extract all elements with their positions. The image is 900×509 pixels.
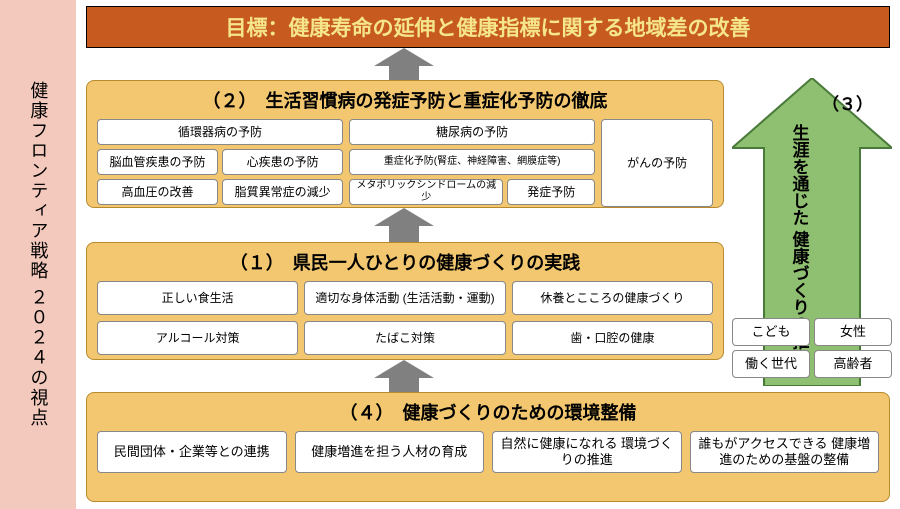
b2-chip: 心疾患の予防 — [222, 149, 343, 175]
b2-chip: 重症化予防(腎症、神経障害、網膜症等) — [349, 149, 595, 175]
b4-chip: 民間団体・企業等との連携 — [97, 431, 287, 473]
b2-chip: メタボリックシンドロームの減少 — [349, 179, 503, 205]
b4-chip: 誰もがアクセスできる 健康増進のための基盤の整備 — [690, 431, 880, 473]
b1-chip: アルコール対策 — [97, 321, 298, 355]
b1-chip: 休養とこころの健康づくり — [512, 281, 713, 315]
sidebar-title: 健康フロンティア戦略 ２０２４の視点 — [24, 81, 53, 428]
b2-col1-header: 循環器病の予防 — [97, 119, 343, 145]
goal-banner: 目標：健康寿命の延伸と健康指標に関する地域差の改善 — [86, 6, 890, 48]
b1-chip: 正しい食生活 — [97, 281, 298, 315]
b2-col3: がんの予防 — [601, 119, 713, 207]
arrow-up-icon — [374, 360, 434, 394]
b2-chip: 発症予防 — [507, 179, 595, 205]
b2-chip: 脳血管疾患の予防 — [97, 149, 218, 175]
target-groups: こども 女性 働く世代 高齢者 — [732, 318, 892, 378]
b4-chip: 自然に健康になれる 環境づくりの推進 — [492, 431, 682, 473]
block-1: （１） 県民一人ひとりの健康づくりの実践 正しい食生活 適切な身体活動 (生活活… — [86, 242, 724, 360]
b2-chip: 脂質異常症の減少 — [222, 179, 343, 205]
b4-chip: 健康増進を担う人材の育成 — [295, 431, 485, 473]
target-chip: 高齢者 — [814, 350, 892, 378]
block-1-title: （１） 県民一人ひとりの健康づくりの実践 — [97, 249, 713, 275]
block-2: （２） 生活習慣病の発症予防と重症化予防の徹底 循環器病の予防 脳血管疾患の予防… — [86, 80, 724, 208]
block-2-title: （２） 生活習慣病の発症予防と重症化予防の徹底 — [97, 87, 713, 113]
target-chip: こども — [732, 318, 810, 346]
arrow-up-icon — [374, 48, 434, 82]
sidebar: 健康フロンティア戦略 ２０２４の視点 — [0, 0, 76, 509]
b2-col2-header: 糖尿病の予防 — [349, 119, 595, 145]
b1-chip: 歯・口腔の健康 — [512, 321, 713, 355]
block-4: （４） 健康づくりのための環境整備 民間団体・企業等との連携 健康増進を担う人材… — [86, 392, 890, 502]
block-4-title: （４） 健康づくりのための環境整備 — [97, 399, 879, 425]
block-3-num: （３） — [822, 90, 873, 115]
b2-chip: 高血圧の改善 — [97, 179, 218, 205]
b1-chip: 適切な身体活動 (生活活動・運動) — [304, 281, 505, 315]
arrow-up-icon — [374, 208, 434, 242]
target-chip: 女性 — [814, 318, 892, 346]
target-chip: 働く世代 — [732, 350, 810, 378]
b1-chip: たばこ対策 — [304, 321, 505, 355]
